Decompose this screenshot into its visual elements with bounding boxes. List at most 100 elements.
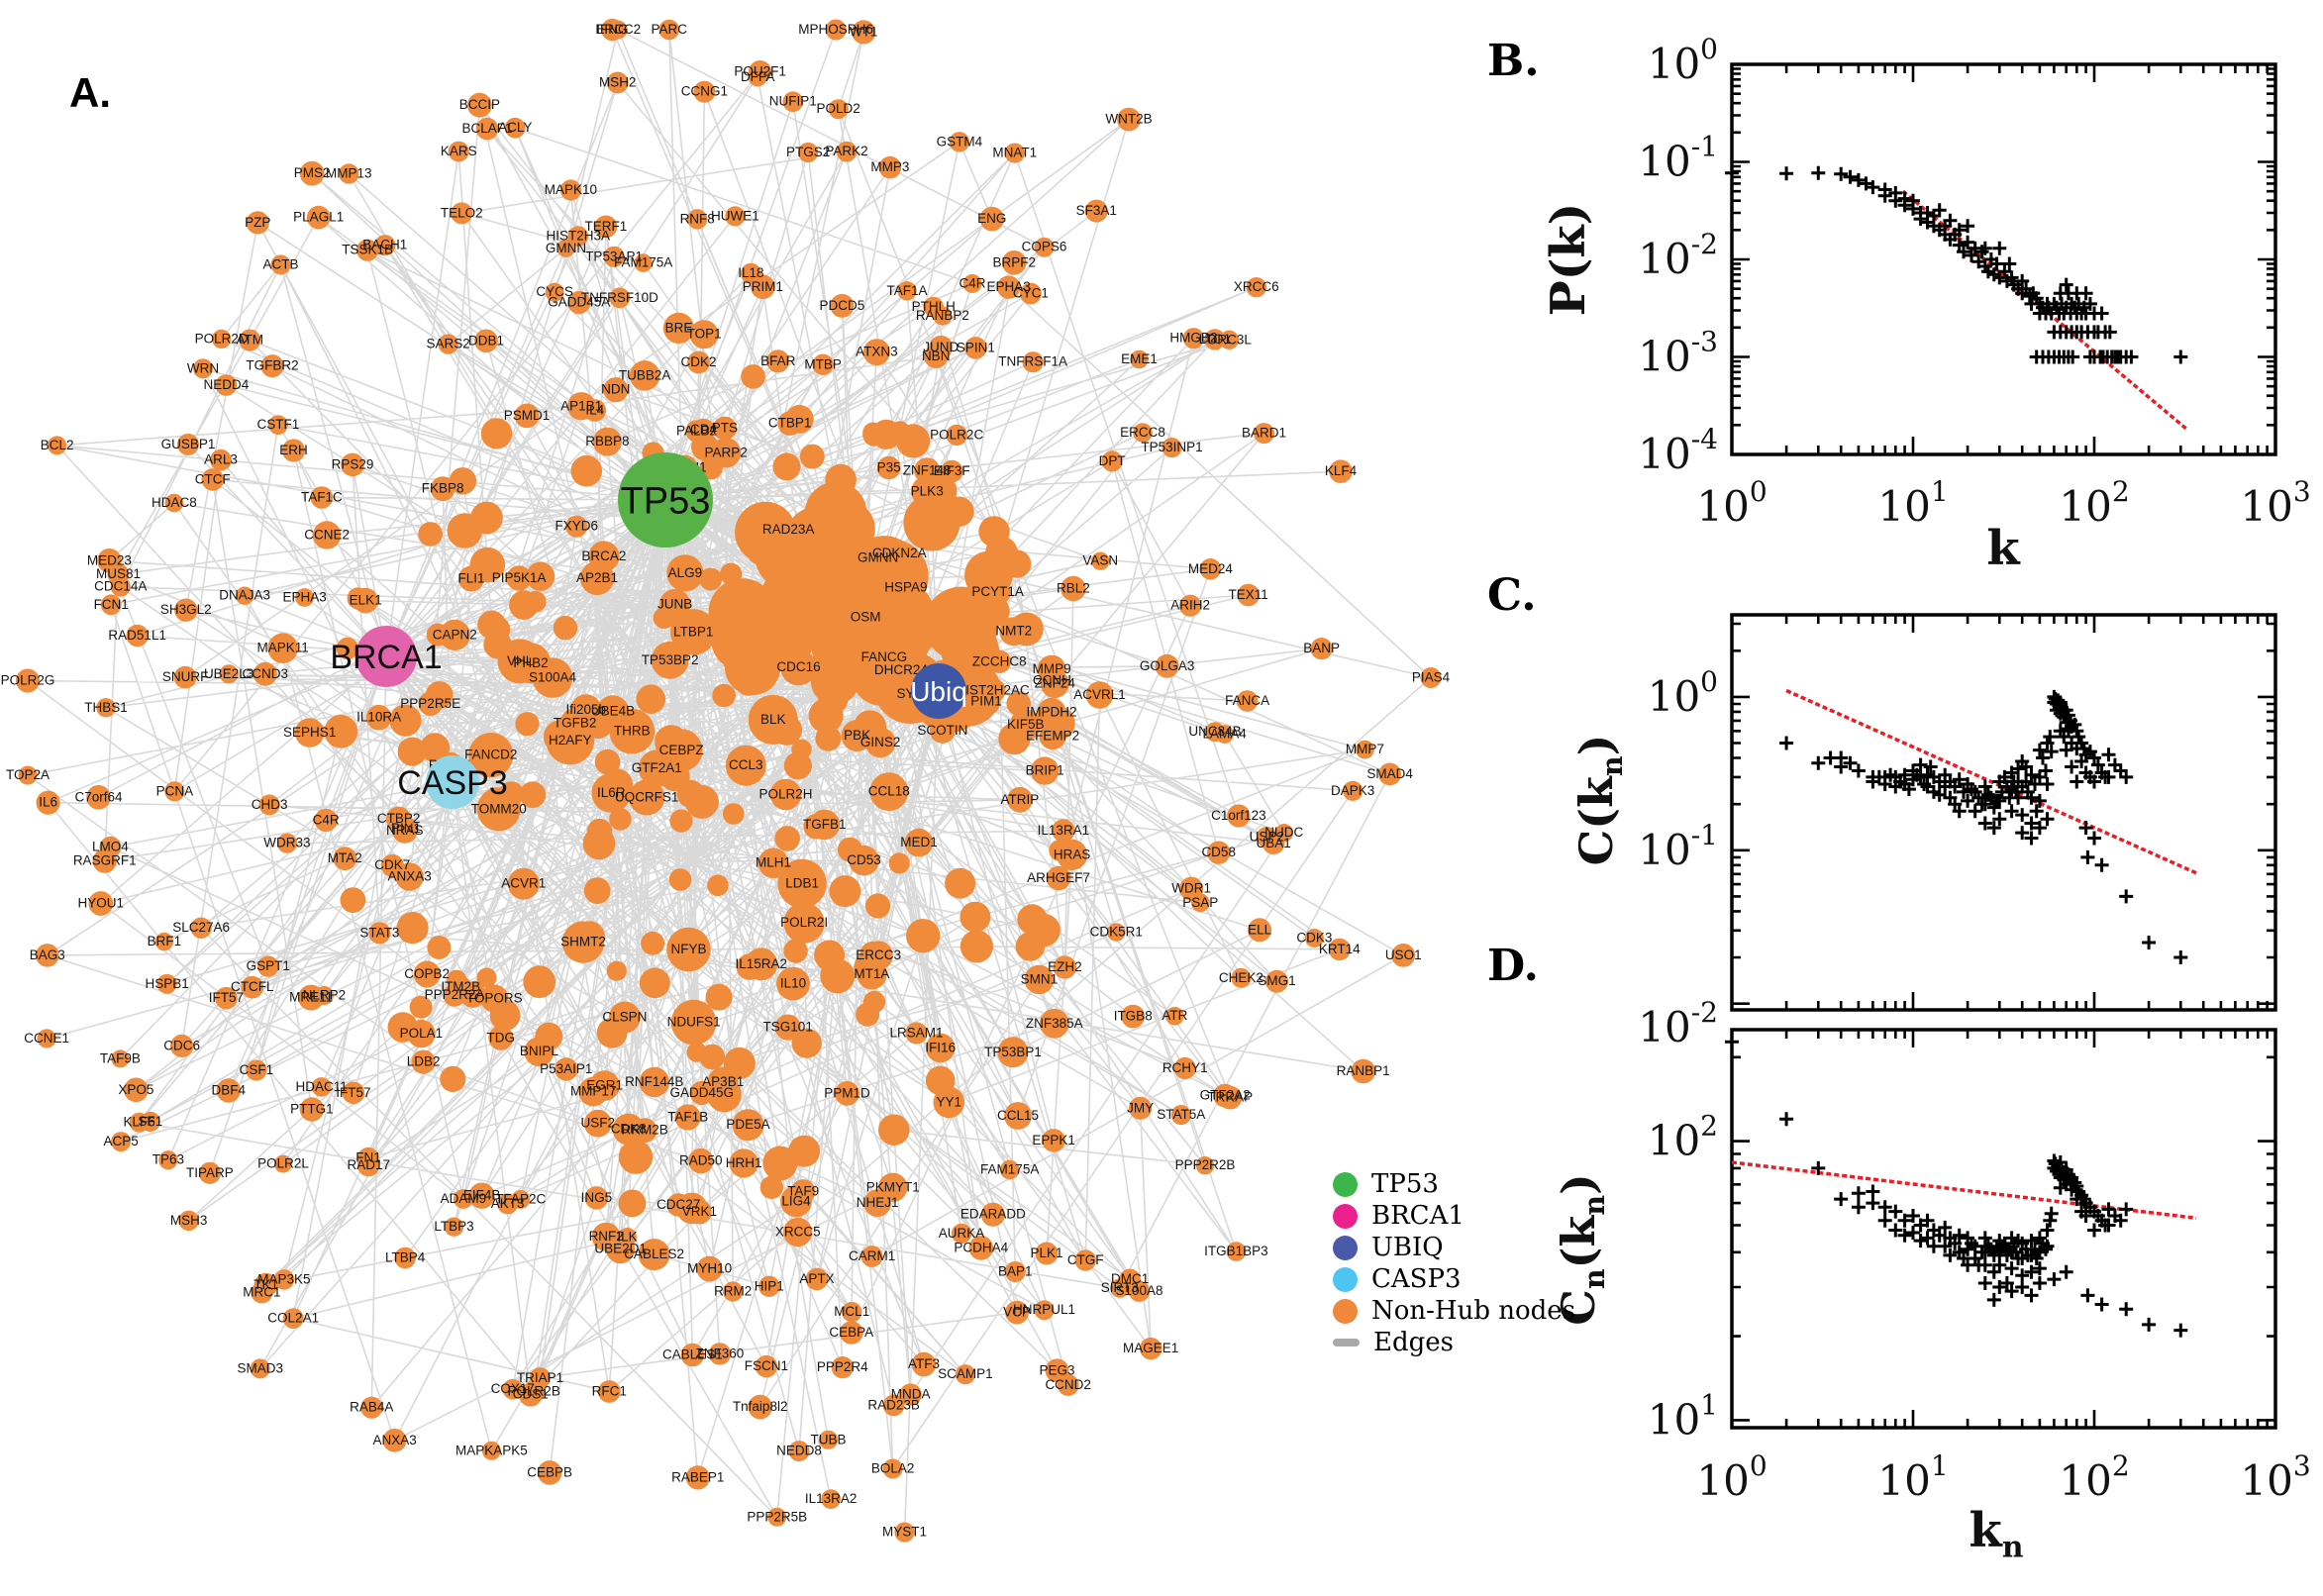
svg-text:CEBPZ: CEBPZ — [659, 743, 704, 757]
legend-item-tp53: TP53 — [1333, 1168, 1575, 1200]
svg-text:SCOTIN: SCOTIN — [917, 723, 967, 738]
svg-text:JMY: JMY — [1127, 1100, 1154, 1115]
svg-text:FAM175A: FAM175A — [614, 255, 672, 270]
svg-text:NUDC: NUDC — [1264, 825, 1303, 840]
svg-text:PARK2: PARK2 — [825, 144, 867, 158]
svg-text:LTO1: LTO1 — [1199, 332, 1232, 347]
svg-text:ANXA3: ANXA3 — [372, 1433, 416, 1447]
svg-text:102: 102 — [1648, 1110, 1718, 1165]
svg-text:CCL15: CCL15 — [997, 1108, 1039, 1123]
legend-item-edges: Edges — [1333, 1327, 1575, 1358]
svg-text:LDB1: LDB1 — [785, 876, 819, 891]
svg-text:POLR2H: POLR2H — [758, 787, 812, 802]
svg-text:P53AIP1: P53AIP1 — [540, 1061, 592, 1076]
svg-text:EPHA3: EPHA3 — [987, 279, 1031, 294]
svg-text:ORC3L: ORC3L — [1207, 332, 1253, 347]
panel-b-label: B. — [1487, 36, 1540, 86]
svg-text:CHD3: CHD3 — [252, 797, 288, 812]
axis-ticks — [1730, 615, 2277, 1010]
svg-text:FLI1: FLI1 — [457, 571, 484, 586]
svg-text:MMP7: MMP7 — [1346, 742, 1384, 756]
svg-text:SMAD3: SMAD3 — [237, 1360, 283, 1375]
data-points — [1725, 165, 2188, 364]
svg-text:HNRPUL1: HNRPUL1 — [1013, 1302, 1075, 1317]
svg-text:10-2: 10-2 — [1638, 996, 1718, 1051]
svg-text:AP1B1: AP1B1 — [560, 398, 602, 413]
svg-text:TOP2A: TOP2A — [6, 767, 50, 782]
svg-text:TK1: TK1 — [253, 1277, 278, 1292]
svg-text:ZNF148: ZNF148 — [903, 462, 952, 477]
svg-text:HMGB2: HMGB2 — [1169, 331, 1217, 346]
svg-text:MAPK10: MAPK10 — [545, 182, 597, 197]
svg-text:POLR2L: POLR2L — [257, 1156, 309, 1171]
svg-text:ZNF385A: ZNF385A — [1026, 1016, 1083, 1031]
svg-text:LMO4: LMO4 — [92, 840, 129, 854]
svg-text:10-1: 10-1 — [1638, 819, 1718, 874]
svg-text:MNDA: MNDA — [891, 1387, 931, 1402]
svg-text:ITGB8: ITGB8 — [1114, 1009, 1153, 1024]
y-axis-title: C(kn) — [1569, 735, 1629, 866]
svg-text:KARS: KARS — [441, 144, 477, 158]
svg-text:VRK1: VRK1 — [682, 1204, 717, 1219]
svg-text:BAG3: BAG3 — [30, 948, 65, 962]
svg-text:POLD2: POLD2 — [816, 101, 859, 116]
svg-text:EZH2: EZH2 — [1048, 959, 1082, 974]
svg-text:WT1: WT1 — [850, 24, 878, 39]
legend-item-brca1: BRCA1 — [1333, 1200, 1575, 1232]
svg-text:FKBP8: FKBP8 — [422, 481, 464, 496]
svg-text:RANBP2: RANBP2 — [916, 308, 969, 323]
svg-text:MAPKAPK5: MAPKAPK5 — [455, 1443, 528, 1457]
svg-text:CDC6: CDC6 — [163, 1038, 200, 1052]
svg-text:DMC1: DMC1 — [1111, 1271, 1149, 1286]
svg-text:RAD50: RAD50 — [679, 1153, 723, 1168]
panel-a-label: A. — [69, 69, 111, 116]
svg-text:IFT57: IFT57 — [209, 990, 244, 1005]
svg-text:AP3B1: AP3B1 — [702, 1074, 744, 1089]
legend-item-casp3: CASP3 — [1333, 1263, 1575, 1295]
svg-text:TGFBR2: TGFBR2 — [246, 358, 298, 373]
svg-text:RAB4A: RAB4A — [350, 1400, 393, 1415]
svg-text:RFC1: RFC1 — [592, 1384, 627, 1399]
svg-text:DAPK3: DAPK3 — [1331, 783, 1374, 798]
svg-text:PLK3: PLK3 — [911, 483, 944, 498]
svg-text:VASN: VASN — [1082, 553, 1118, 568]
svg-text:CYCS: CYCS — [536, 284, 573, 299]
svg-text:NUFIP1: NUFIP1 — [769, 94, 817, 109]
svg-text:BARD1: BARD1 — [1242, 426, 1286, 441]
svg-text:ENG: ENG — [977, 211, 1006, 226]
svg-text:PHB2: PHB2 — [513, 655, 548, 670]
svg-text:CDKN2A: CDKN2A — [872, 546, 927, 560]
svg-text:AP2B1: AP2B1 — [576, 570, 618, 585]
svg-text:RABEP1: RABEP1 — [671, 1469, 724, 1484]
svg-text:CD58: CD58 — [1201, 845, 1236, 859]
svg-text:RAD17: RAD17 — [348, 1157, 391, 1172]
svg-text:MRC1: MRC1 — [243, 1285, 280, 1300]
svg-text:PSAP: PSAP — [1182, 895, 1218, 910]
svg-text:BRF1: BRF1 — [148, 934, 182, 948]
svg-text:100: 100 — [1696, 1449, 1767, 1505]
svg-text:PPP2R2B: PPP2R2B — [1175, 1157, 1236, 1172]
svg-text:PBK: PBK — [844, 728, 870, 743]
svg-text:SF1: SF1 — [138, 1114, 162, 1129]
svg-text:CYC1: CYC1 — [1013, 286, 1049, 301]
svg-text:CDC16: CDC16 — [776, 659, 820, 674]
svg-text:KLF4: KLF4 — [1325, 463, 1358, 478]
svg-text:MAPK11: MAPK11 — [257, 641, 309, 655]
svg-text:NMT2: NMT2 — [995, 624, 1032, 639]
svg-text:ELK1: ELK1 — [350, 593, 382, 608]
svg-text:ERH: ERH — [279, 443, 308, 457]
svg-text:TAF9B: TAF9B — [100, 1050, 141, 1065]
svg-text:CTGF: CTGF — [1067, 1252, 1104, 1267]
svg-text:PSMD1: PSMD1 — [504, 408, 551, 423]
svg-text:HIST2H2AC: HIST2H2AC — [956, 683, 1030, 698]
svg-text:CCNH: CCNH — [1033, 672, 1071, 687]
svg-text:CHEK2: CHEK2 — [1219, 970, 1263, 985]
svg-text:PMS2: PMS2 — [294, 165, 331, 180]
svg-text:RNF8: RNF8 — [680, 211, 715, 226]
svg-text:TSG101: TSG101 — [763, 1020, 813, 1035]
svg-text:FANCG: FANCG — [861, 649, 908, 664]
svg-text:MTA2: MTA2 — [328, 850, 362, 865]
svg-text:NEDD8: NEDD8 — [776, 1444, 822, 1458]
